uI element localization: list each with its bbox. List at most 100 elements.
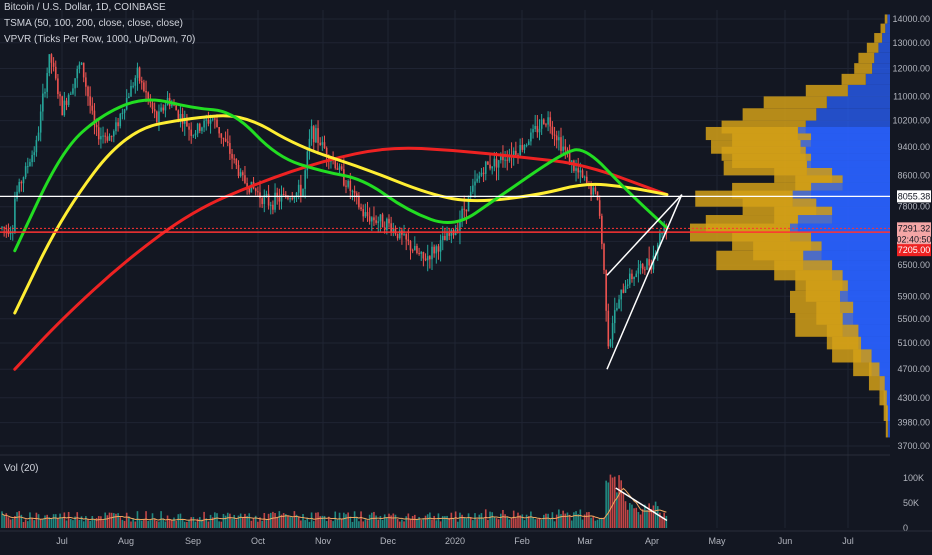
volume-bar xyxy=(164,521,167,528)
volume-bar xyxy=(484,509,487,528)
candle-body xyxy=(340,166,343,170)
candle-body xyxy=(502,154,504,161)
candle-body xyxy=(519,144,521,156)
trend-line[interactable] xyxy=(606,194,683,370)
volume-bar xyxy=(183,521,186,528)
volume-bar xyxy=(171,520,173,528)
volume-bar xyxy=(138,518,141,528)
candle-body xyxy=(246,183,248,189)
candle-body xyxy=(648,259,650,266)
candle-body xyxy=(626,284,629,287)
candle-body xyxy=(457,229,459,231)
volume-bar xyxy=(332,521,334,528)
candle-body xyxy=(310,126,313,139)
candle-body xyxy=(91,105,94,111)
volume-bar xyxy=(426,514,429,528)
volume-bar xyxy=(100,516,102,528)
volume-bar xyxy=(254,515,257,528)
candle-body xyxy=(231,153,233,159)
price-tag-label: 7205.00 xyxy=(898,245,931,255)
price-tag[interactable] xyxy=(897,190,931,203)
volume-bar xyxy=(525,514,528,528)
price-tag[interactable] xyxy=(897,222,931,235)
candle-body xyxy=(130,85,132,97)
candle-body xyxy=(93,110,96,125)
candle-body xyxy=(409,241,412,251)
candle-body xyxy=(579,170,582,173)
volume-bar xyxy=(379,516,382,528)
volume-bar xyxy=(269,512,272,528)
volume-bar xyxy=(540,519,543,528)
volume-bar xyxy=(403,521,405,528)
volume-bar xyxy=(188,520,190,528)
candle-body xyxy=(592,187,595,195)
candle-body xyxy=(441,235,444,241)
volume-bar xyxy=(665,515,668,528)
candle-body xyxy=(495,158,498,168)
volume-bar xyxy=(113,513,115,528)
volume-bar xyxy=(661,516,663,528)
price-tick-label: 11000.00 xyxy=(893,91,930,101)
candle-body xyxy=(54,66,57,79)
indicator-tsma-label: TSMA (50, 100, 200, close, close, close) xyxy=(4,18,183,29)
candle-body xyxy=(394,228,397,234)
volume-bar xyxy=(323,515,326,528)
candle-body xyxy=(633,277,635,280)
candle-body xyxy=(360,207,362,210)
price-tag[interactable] xyxy=(897,233,931,246)
volume-bar xyxy=(433,515,435,528)
volume-bar xyxy=(517,512,519,528)
volume-bar xyxy=(207,521,210,528)
candle-body xyxy=(80,62,83,65)
candle-body xyxy=(123,109,126,113)
volume-trend-line[interactable] xyxy=(615,487,668,522)
volume-bar xyxy=(558,509,560,528)
candle-body xyxy=(469,191,472,197)
vp-bar-up xyxy=(872,63,890,74)
candle-body xyxy=(65,100,68,105)
volume-bar xyxy=(274,513,276,528)
candle-body xyxy=(476,178,478,182)
volume-bar xyxy=(396,518,399,528)
candle-body xyxy=(31,155,33,163)
volume-bar xyxy=(297,516,300,528)
candle-body xyxy=(613,310,616,324)
volume-bar xyxy=(609,474,612,528)
volume-bar xyxy=(624,501,627,528)
volume-bar xyxy=(22,521,25,528)
vp-bar-down xyxy=(883,390,887,421)
price-tick-label: 12000.00 xyxy=(892,63,930,73)
candle-body xyxy=(564,146,567,150)
volume-bar xyxy=(209,514,212,528)
volume-bar xyxy=(248,513,251,528)
candle-body xyxy=(196,123,199,134)
volume-bar xyxy=(128,516,130,528)
candle-body xyxy=(263,195,266,204)
volume-bar xyxy=(521,514,524,528)
candle-body xyxy=(44,91,46,94)
trend-line[interactable] xyxy=(606,194,683,276)
candle-body xyxy=(276,192,278,198)
volume-bar xyxy=(278,511,281,528)
candle-body xyxy=(598,200,601,216)
volume-bar xyxy=(1,511,3,528)
time-tick-label: Feb xyxy=(514,536,530,546)
candle-body xyxy=(364,212,367,217)
volume-bar xyxy=(583,514,586,528)
candle-body xyxy=(435,246,438,254)
volume-bar xyxy=(656,506,659,528)
candle-body xyxy=(484,161,487,174)
price-tag[interactable] xyxy=(897,244,931,257)
volume-bar xyxy=(586,512,588,528)
volume-bar xyxy=(102,520,104,528)
candle-body xyxy=(203,120,205,128)
volume-bar xyxy=(508,519,511,528)
volume-label: Vol (20) xyxy=(4,463,39,474)
candle-body xyxy=(465,209,468,212)
candle-body xyxy=(192,135,195,137)
candle-body xyxy=(631,273,633,280)
volume-bar xyxy=(328,516,330,528)
volume-bar xyxy=(252,518,255,528)
